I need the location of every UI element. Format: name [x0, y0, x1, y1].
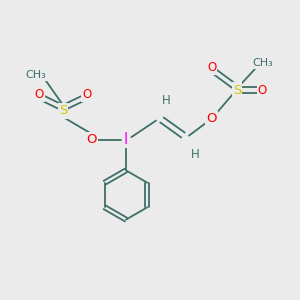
Text: O: O	[207, 61, 216, 74]
Text: O: O	[206, 112, 217, 125]
Text: S: S	[233, 83, 241, 97]
Text: O: O	[258, 83, 267, 97]
Text: CH₃: CH₃	[252, 58, 273, 68]
Text: O: O	[34, 88, 43, 101]
Text: S: S	[59, 104, 67, 118]
Text: O: O	[82, 88, 91, 101]
Text: H: H	[162, 94, 171, 107]
Text: I: I	[124, 132, 128, 147]
Text: CH₃: CH₃	[26, 70, 46, 80]
Text: O: O	[86, 133, 97, 146]
Text: H: H	[190, 148, 200, 161]
